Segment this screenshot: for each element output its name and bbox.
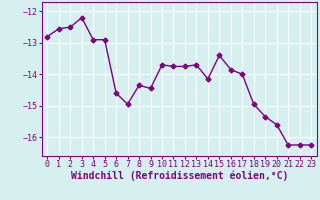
X-axis label: Windchill (Refroidissement éolien,°C): Windchill (Refroidissement éolien,°C): [70, 171, 288, 181]
